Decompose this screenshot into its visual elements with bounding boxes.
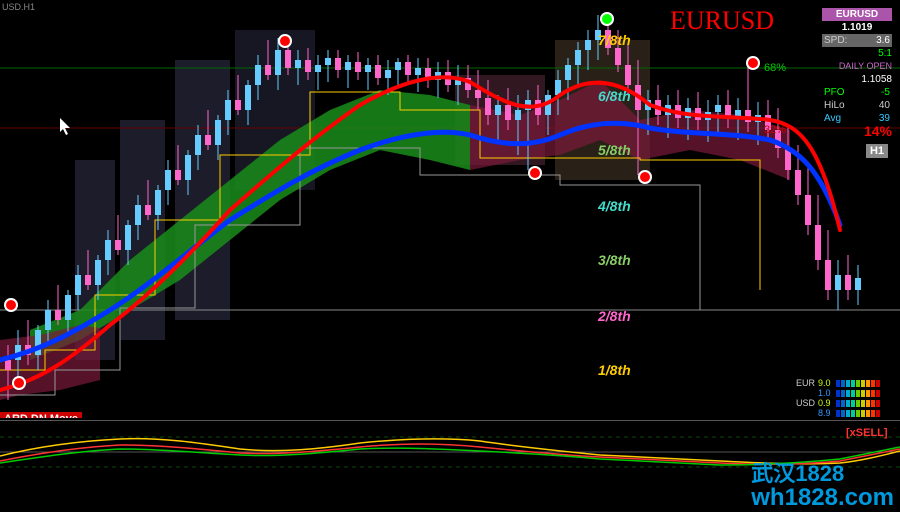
fraction-label: 1/8th: [598, 362, 631, 378]
fraction-label: 3/8th: [598, 252, 631, 268]
pct-label: 32%: [764, 124, 786, 136]
fraction-label: 6/8th: [598, 88, 631, 104]
strength-row: EUR 9.0: [796, 378, 881, 388]
timeframe-badge[interactable]: H1: [866, 144, 888, 158]
fraction-label: 2/8th: [598, 308, 631, 324]
info-price: 1.1019: [822, 21, 892, 34]
fraction-label: 4/8th: [598, 198, 631, 214]
fraction-label: 7/8th: [598, 32, 631, 48]
watermark: 武汉1828 wh1828.com: [751, 462, 894, 510]
info-spread: SPD:3.6: [822, 34, 892, 47]
signal-dot-icon: [12, 376, 26, 390]
info-symbol: EURUSD: [822, 8, 892, 21]
signal-dot-icon: [4, 298, 18, 312]
info-pfo: PFO-5: [822, 86, 892, 99]
signal-dot-icon: [600, 12, 614, 26]
symbol-title: EURUSD: [670, 6, 774, 36]
signal-dot-icon: [638, 170, 652, 184]
signal-dot-icon: [528, 166, 542, 180]
strength-row: USD 0.9: [796, 398, 881, 408]
info-panel: EURUSD 1.1019 SPD:3.6 5:1 DAILY OPEN 1.1…: [822, 8, 892, 138]
strength-row: 8.9: [796, 408, 881, 418]
strength-row: 1.0: [796, 388, 881, 398]
info-daily-open-label: DAILY OPEN: [822, 60, 892, 73]
cursor-icon: [60, 118, 72, 136]
pct-label: 68%: [764, 62, 786, 74]
status-badge: ARD DN Move: [0, 412, 82, 418]
info-hilo: HiLo40: [822, 99, 892, 112]
signal-dot-icon: [278, 34, 292, 48]
fraction-label: 5/8th: [598, 142, 631, 158]
info-percent: 14%: [822, 125, 892, 138]
info-ratio: 5:1: [822, 47, 892, 60]
signal-dot-icon: [746, 56, 760, 70]
xsell-label: [xSELL]: [846, 427, 888, 439]
info-daily-open-value: 1.1058: [822, 73, 892, 86]
main-chart-panel[interactable]: USD.H1 EURUSD EURUSD 1.1019 SPD:3.6 5:1 …: [0, 0, 900, 418]
